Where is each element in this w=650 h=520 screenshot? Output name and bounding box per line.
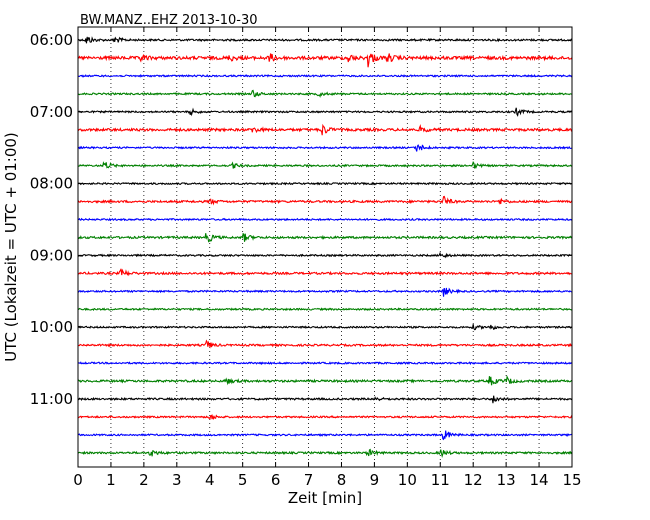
- seismic-trace: [77, 161, 573, 170]
- seismic-trace: [77, 107, 573, 117]
- grid-lines: [110, 27, 540, 467]
- seismic-trace: [77, 374, 573, 386]
- seismic-trace: [77, 413, 573, 421]
- y-tick-label: 07:00: [30, 103, 73, 121]
- y-tick-label: 08:00: [30, 175, 73, 193]
- x-axis-label: Zeit [min]: [288, 489, 362, 507]
- x-tick-label: 11: [431, 471, 450, 489]
- seismic-trace: [77, 287, 573, 297]
- x-tick-label: 0: [73, 471, 83, 489]
- seismic-trace: [77, 430, 573, 441]
- x-tick-label: 6: [271, 471, 281, 489]
- y-tick-label: 09:00: [30, 246, 73, 264]
- seismic-trace: [77, 251, 573, 259]
- seismic-trace: [77, 195, 573, 206]
- x-tick-label: 10: [398, 471, 417, 489]
- plot-frame: [77, 26, 573, 468]
- seismic-trace: [77, 123, 573, 136]
- x-tick-label: 3: [172, 471, 182, 489]
- y-axis-label: UTC (Lokalzeit = UTC + 01:00): [2, 132, 20, 362]
- x-tick-label: 13: [497, 471, 516, 489]
- y-tick-label: 06:00: [30, 31, 73, 49]
- x-tick-label: 12: [464, 471, 483, 489]
- x-tick-label: 8: [337, 471, 347, 489]
- x-tick-label: 1: [106, 471, 116, 489]
- y-axis: 06:00 07:00 08:00 09:00 10:00 11:00: [30, 31, 572, 408]
- trace-group: [77, 36, 573, 459]
- x-tick-label: 15: [562, 471, 581, 489]
- x-tick-label: 4: [205, 471, 215, 489]
- x-tick-label: 9: [370, 471, 380, 489]
- seismic-trace: [77, 395, 573, 404]
- seismic-trace: [77, 232, 573, 243]
- seismic-trace: [77, 53, 573, 68]
- y-tick-label: 10:00: [30, 318, 73, 336]
- seismic-trace: [78, 307, 573, 312]
- seismic-trace: [77, 217, 573, 222]
- chart-title: BW.MANZ..EHZ 2013-10-30: [80, 13, 258, 28]
- seismic-trace: [77, 73, 573, 78]
- x-tick-label: 2: [139, 471, 149, 489]
- x-tick-label: 5: [238, 471, 248, 489]
- x-tick-label: 7: [304, 471, 314, 489]
- seismic-trace: [77, 36, 573, 44]
- seismic-trace: [77, 324, 573, 331]
- seismic-trace: [77, 268, 573, 277]
- y-tick-label: 11:00: [30, 390, 73, 408]
- seismic-trace: [77, 448, 573, 459]
- seismic-trace: [77, 144, 573, 152]
- seismic-trace: [77, 89, 573, 98]
- x-tick-label: 14: [530, 471, 549, 489]
- seismic-trace: [77, 361, 573, 366]
- x-axis: 0 1 2 3 4 5 6 7 8 9 10 11 12 13 14 15: [73, 27, 582, 489]
- seismic-trace: [77, 339, 573, 349]
- seismic-trace: [77, 181, 573, 186]
